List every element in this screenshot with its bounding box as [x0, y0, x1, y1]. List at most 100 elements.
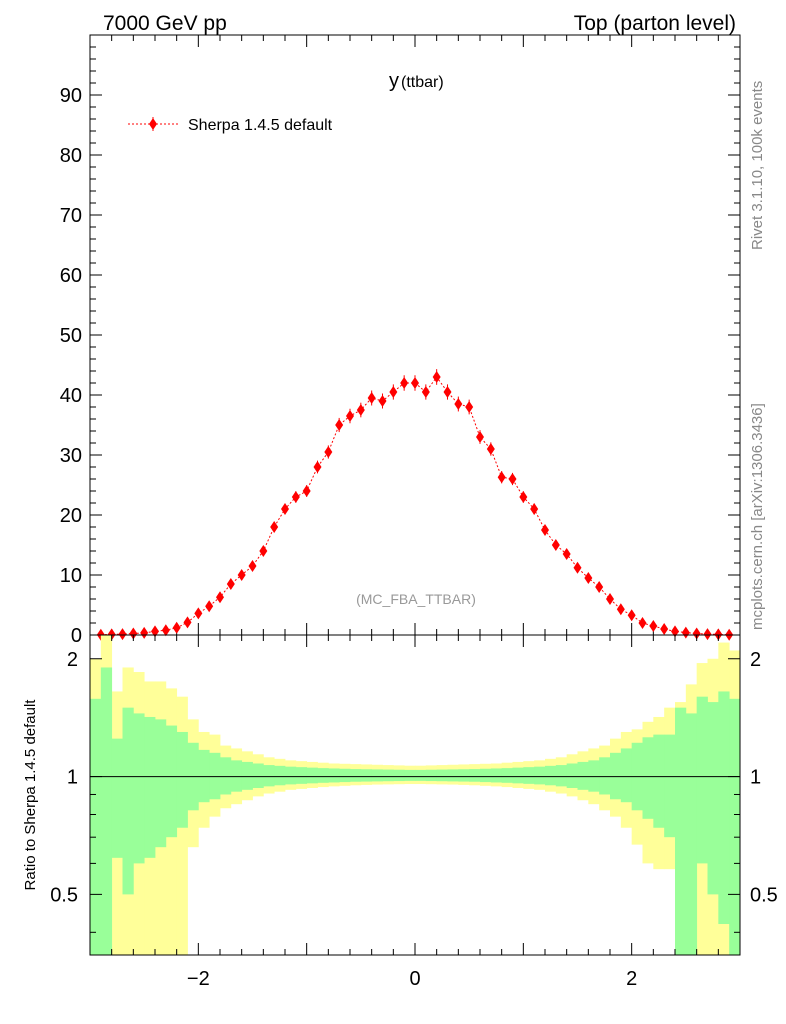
data-point	[595, 581, 604, 593]
band-bin	[534, 766, 546, 785]
band-bin	[545, 765, 557, 786]
x-tick-label: −2	[187, 968, 210, 990]
band-bin	[425, 769, 438, 782]
band-bin	[588, 760, 600, 792]
data-point	[194, 607, 203, 620]
band-bin	[328, 768, 340, 783]
band-bin	[707, 702, 719, 895]
band-bin	[220, 757, 232, 795]
band-bin	[241, 761, 253, 790]
data-point	[671, 625, 679, 638]
header-energy-label: 7000 GeV pp	[103, 12, 227, 35]
band-bin	[360, 769, 373, 782]
ratio-panel: 0.5 0.5 1 1 2 2 −2 0 2 Ratio to Sherpa 1.4.5 def…	[22, 634, 778, 990]
band-bin	[198, 749, 210, 803]
band-bin	[285, 766, 297, 785]
band-bin	[122, 707, 134, 895]
main-axes: 0 10 20 30 40 50 60 70 80 90	[60, 34, 741, 647]
data-point	[638, 617, 647, 629]
analysis-annotation: (MC_FBA_TTBAR)	[356, 591, 476, 607]
data-point	[216, 591, 224, 604]
data-point	[140, 626, 149, 639]
band-bin	[685, 713, 698, 955]
band-1-sigma	[90, 667, 741, 955]
band-bin	[642, 737, 654, 819]
y-tick-label: 20	[60, 505, 82, 527]
data-point	[616, 603, 625, 616]
data-point	[584, 572, 593, 584]
data-point	[627, 609, 636, 622]
data-point	[541, 524, 549, 536]
band-bin	[415, 769, 427, 781]
y-tick-label: 70	[60, 205, 82, 227]
legend-label: Sherpa 1.4.5 default	[188, 117, 333, 134]
band-bin	[155, 719, 167, 848]
data-point	[356, 404, 365, 416]
band-bin	[480, 768, 492, 783]
data-point	[432, 371, 441, 383]
band-bin	[653, 734, 665, 828]
band-bin	[458, 769, 470, 782]
data-point	[649, 620, 658, 632]
x-tick-label: 2	[626, 968, 637, 990]
data-point	[270, 521, 279, 533]
band-bin	[133, 713, 145, 864]
main-panel: 0 10 20 30 40 50 60 70 80 90 y (ttbar) (MC_FBA_TT…	[60, 34, 741, 647]
band-bin	[100, 667, 113, 955]
data-point	[118, 628, 127, 641]
data-point	[226, 578, 235, 590]
y-tick-label: 30	[60, 445, 82, 467]
band-bin	[436, 769, 448, 782]
ratio-bands	[90, 635, 741, 955]
y-tick-label: 60	[60, 265, 82, 287]
data-point	[476, 431, 484, 443]
band-bin	[555, 765, 568, 787]
band-bin	[469, 769, 481, 782]
data-point	[465, 401, 474, 413]
data-point	[161, 624, 170, 637]
ratio-y-tick-label-right: 2	[750, 649, 761, 671]
band-bin	[599, 757, 611, 795]
band-bin	[620, 748, 633, 803]
data-point	[400, 377, 409, 389]
header-process-label: Top (parton level)	[574, 12, 736, 35]
y-tick-label: 90	[60, 85, 82, 107]
band-bin	[371, 769, 383, 782]
band-bin	[306, 767, 318, 784]
data-point	[367, 392, 376, 404]
band-bin	[729, 698, 741, 955]
data-point	[421, 386, 430, 398]
legend: Sherpa 1.4.5 default	[128, 117, 333, 134]
main-series	[96, 369, 734, 641]
data-point	[606, 593, 614, 605]
band-bin	[523, 767, 535, 784]
data-point	[703, 628, 712, 641]
ratio-y-tick-label-left: 1	[67, 767, 78, 789]
data-point	[573, 561, 582, 574]
legend-marker-diamond	[149, 118, 157, 130]
data-point	[172, 621, 181, 634]
data-point	[497, 471, 506, 484]
x-tick-label: 0	[409, 968, 420, 990]
band-bin	[664, 734, 676, 838]
chart-title-main: y	[389, 70, 399, 92]
rivet-version-label: Rivet 3.1.10, 100k events	[749, 81, 766, 250]
band-bin	[404, 769, 416, 781]
band-bin	[675, 707, 687, 955]
band-bin	[566, 763, 578, 788]
band-bin	[512, 767, 524, 784]
data-point	[714, 628, 723, 641]
data-point	[183, 616, 192, 629]
band-bin	[447, 769, 459, 782]
band-bin	[490, 768, 503, 783]
ratio-y-tick-label-right: 0.5	[750, 884, 778, 906]
data-point	[508, 473, 517, 485]
chart-title-sub: (ttbar)	[401, 74, 444, 91]
data-point	[259, 545, 268, 557]
band-bin	[350, 769, 362, 782]
band-bin	[339, 768, 351, 783]
ratio-y-axis-label: Ratio to Sherpa 1.4.5 default	[22, 699, 39, 891]
data-point	[411, 377, 419, 389]
data-point	[324, 446, 333, 458]
